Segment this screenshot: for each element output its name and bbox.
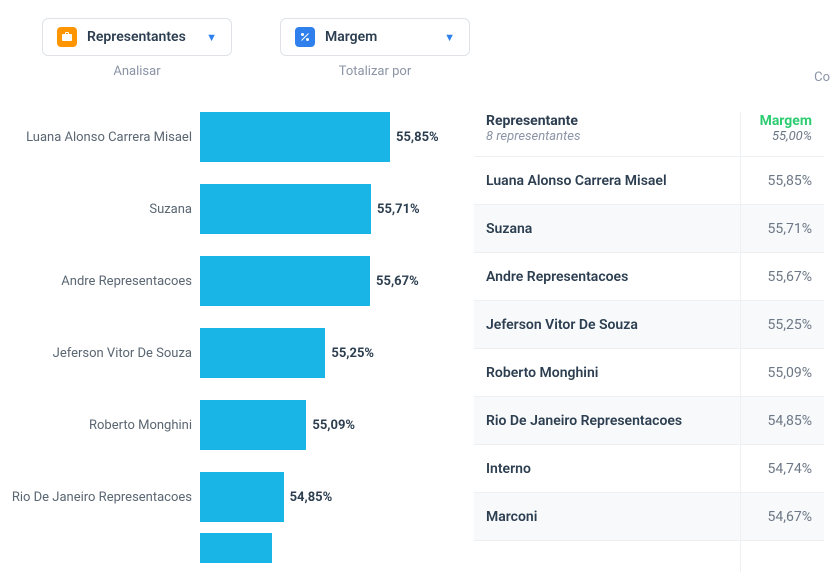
chart-row: Andre Representacoes 55,67% [10,245,450,317]
table-row[interactable]: Roberto Monghini55,09% [474,349,824,397]
table-cell-name: Marconi [486,509,732,525]
chart-value-label: 55,85% [396,130,439,145]
table-cell-name: Suzana [486,221,732,237]
analyze-sublabel: Analisar [42,64,232,79]
chart-row: Suzana 55,71% [10,173,450,245]
chart-ylabel: Andre Representacoes [10,274,200,289]
table-cell-value: 55,67% [732,269,812,285]
table-cell-name: Rio De Janeiro Representacoes [486,413,732,429]
chart-ylabel: Luana Alonso Carrera Misael [10,130,200,145]
table-row[interactable]: Luana Alonso Carrera Misael55,85% [474,157,824,205]
chevron-down-icon: ▼ [206,31,217,44]
table-row[interactable]: Jeferson Vitor De Souza55,25% [474,301,824,349]
table-divider [740,112,741,572]
table-cell-value: 54,85% [732,413,812,429]
table-row[interactable]: Andre Representacoes55,67% [474,253,824,301]
table-header-name-sub: 8 representantes [486,129,732,144]
table-cell-name: Roberto Monghini [486,365,732,381]
chart-bar [200,256,370,306]
chart-bar [200,184,371,234]
table-cell-value: 55,71% [732,221,812,237]
totalize-dropdown[interactable]: Margem ▼ [280,18,470,56]
table-cell-name: Jeferson Vitor De Souza [486,317,732,333]
chart-ylabel: Roberto Monghini [10,418,200,433]
chart-row-partial [10,533,450,563]
chart-row: Rio De Janeiro Representacoes 54,85% [10,461,450,533]
analyze-dropdown[interactable]: Representantes ▼ [42,18,232,56]
chart-value-label: 55,25% [331,346,374,361]
table-header-value-sub: 55,00% [732,129,812,144]
chart-ylabel: Rio De Janeiro Representacoes [10,490,200,505]
data-table: Representante8 representantesMargem55,00… [474,101,824,563]
chart-bar [200,112,390,162]
chart-value-label: 55,09% [312,418,355,433]
chart-bar [200,400,306,450]
table-cell-name: Andre Representacoes [486,269,732,285]
percent-icon [295,27,315,47]
chart-row: Roberto Monghini 55,09% [10,389,450,461]
analyze-dropdown-label: Representantes [87,29,206,45]
totalize-dropdown-label: Margem [325,29,444,45]
table-row[interactable]: Interno54,74% [474,445,824,493]
bar-chart: Luana Alonso Carrera Misael 55,85% Suzana 5… [10,101,450,563]
corner-truncated-label: Co [814,70,830,85]
chart-ylabel: Suzana [10,202,200,217]
table-cell-value: 54,74% [732,461,812,477]
chart-bar [200,472,284,522]
table-cell-value: 55,09% [732,365,812,381]
table-cell-value: 55,85% [732,173,812,189]
briefcase-icon [57,27,77,47]
chart-ylabel: Jeferson Vitor De Souza [10,346,200,361]
chart-value-label: 54,85% [290,490,333,505]
chart-row: Jeferson Vitor De Souza 55,25% [10,317,450,389]
chart-bar [200,328,325,378]
table-header-value: Margem [732,113,812,129]
table-header-row: Representante8 representantesMargem55,00… [474,101,824,157]
table-row[interactable]: Rio De Janeiro Representacoes54,85% [474,397,824,445]
chevron-down-icon: ▼ [444,31,455,44]
totalize-sublabel: Totalizar por [280,64,470,79]
table-header-name: Representante [486,113,732,129]
table-cell-name: Interno [486,461,732,477]
table-cell-name: Luana Alonso Carrera Misael [486,173,732,189]
table-row[interactable]: Marconi54,67% [474,493,824,541]
table-cell-value: 54,67% [732,509,812,525]
chart-row: Luana Alonso Carrera Misael 55,85% [10,101,450,173]
chart-value-label: 55,71% [377,202,420,217]
table-cell-value: 55,25% [732,317,812,333]
table-row[interactable]: Suzana55,71% [474,205,824,253]
chart-value-label: 55,67% [376,274,419,289]
